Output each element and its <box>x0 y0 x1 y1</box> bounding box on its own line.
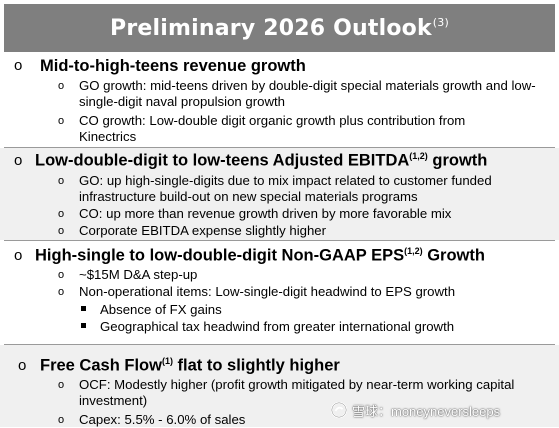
list-item: o GO: up high-single-digits due to mix i… <box>58 173 492 204</box>
list-item: o ~$15M D&A step-up <box>58 267 198 282</box>
section-heading: o Free Cash Flow(1) flat to slightly hig… <box>18 356 340 375</box>
list-item: o CO growth: Low-double digit organic gr… <box>58 113 466 144</box>
section-heading: o Mid-to-high-teens revenue growth <box>0 55 559 77</box>
footnote-marker: (1,2) <box>404 246 423 257</box>
title-bar: Preliminary 2026 Outlook(3) <box>4 4 555 52</box>
square-bullet-icon <box>81 323 86 328</box>
hollow-bullet-icon: o <box>58 175 65 187</box>
hollow-bullet-icon: o <box>18 357 27 374</box>
section-heading: o Low-double-digit to low-teens Adjusted… <box>14 151 488 170</box>
sub-list-item: Geographical tax headwind from greater i… <box>0 318 559 335</box>
hollow-bullet-icon: o <box>58 414 65 426</box>
hollow-bullet-icon: o <box>58 115 65 127</box>
list-item: o CO: up more than revenue growth driven… <box>58 206 452 221</box>
footnote-marker: (1) <box>161 356 173 367</box>
list-item: o Corporate EBITDA expense slightly high… <box>58 223 327 238</box>
hollow-bullet-icon: o <box>58 379 65 391</box>
hollow-bullet-icon: o <box>58 225 65 237</box>
hollow-bullet-icon: o <box>58 269 65 281</box>
hollow-bullet-icon: o <box>58 80 65 92</box>
title-footnote: (3) <box>432 16 449 30</box>
hollow-bullet-icon: o <box>58 286 65 298</box>
footnote-marker: (1,2) <box>409 151 428 162</box>
section-heading: o High-single to low-double-digit Non-GA… <box>14 246 485 265</box>
watermark-text: 雪球：moneyneversleeps <box>352 403 501 419</box>
page-title: Preliminary 2026 Outlook(3) <box>110 15 449 41</box>
square-bullet-icon <box>81 306 86 311</box>
hollow-bullet-icon: o <box>14 57 23 74</box>
section-divider <box>4 147 555 148</box>
hollow-bullet-icon: o <box>58 208 65 220</box>
list-item: o Capex: 5.5% - 6.0% of sales <box>58 412 246 427</box>
section-eps: o High-single to low-double-digit Non-GA… <box>0 245 559 345</box>
section-divider <box>4 344 555 345</box>
hollow-bullet-icon: o <box>14 152 23 169</box>
section-divider <box>4 240 555 241</box>
watermark: 雪球：moneyneversleeps <box>330 400 500 420</box>
list-item: o GO growth: mid-teens driven by double-… <box>58 78 536 109</box>
section-ebitda: o Low-double-digit to low-teens Adjusted… <box>0 148 559 240</box>
hollow-bullet-icon: o <box>14 247 23 264</box>
snowball-logo-icon <box>330 401 348 419</box>
section-revenue: o Mid-to-high-teens revenue growth o GO … <box>0 55 559 148</box>
section-fcf: o Free Cash Flow(1) flat to slightly hig… <box>0 345 559 427</box>
list-item: o OCF: Modestly higher (profit growth mi… <box>58 377 515 408</box>
list-item: o Non-operational items: Low-single-digi… <box>58 284 456 299</box>
heading-text: Mid-to-high-teens revenue growth <box>40 56 306 75</box>
sub-list-item: Absence of FX gains <box>0 301 559 318</box>
